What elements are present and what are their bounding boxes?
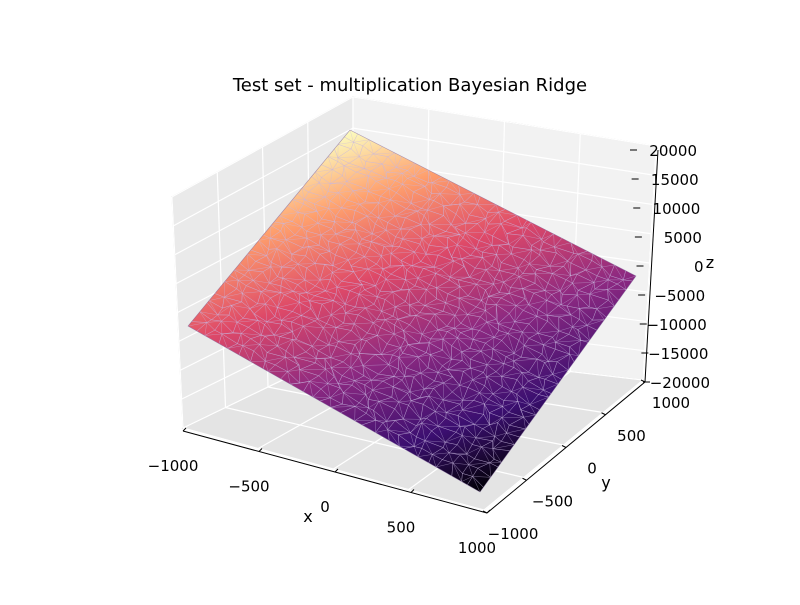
x-axis-label: x <box>303 507 312 526</box>
z-tick-label: 20000 <box>649 142 697 160</box>
y-tick <box>561 445 567 448</box>
y-tick <box>522 477 527 481</box>
z-tick-label: 15000 <box>651 171 699 189</box>
z-tick-label: −15000 <box>648 345 708 363</box>
left-pane-grid-line <box>173 127 354 227</box>
z-axis-label: z <box>706 253 714 272</box>
x-tick-label: 1000 <box>458 539 496 557</box>
z-axis-line <box>644 149 659 383</box>
z-tick-label: 0 <box>694 258 704 276</box>
y-tick-label: 500 <box>617 427 646 445</box>
y-tick <box>601 412 606 416</box>
z-tick-label: −10000 <box>646 316 706 334</box>
y-tick-label: 1000 <box>652 394 690 412</box>
surface-mesh <box>188 130 636 492</box>
tick-marks <box>182 149 650 514</box>
mesh-lines <box>188 130 636 492</box>
y-tick-label: 0 <box>587 460 597 478</box>
y-tick-label: −1000 <box>488 525 539 543</box>
x-tick <box>182 427 187 432</box>
x-tick <box>334 468 339 473</box>
z-tick-label: −5000 <box>654 287 705 305</box>
y-tick-label: −500 <box>532 492 573 510</box>
surface <box>187 129 637 493</box>
floor-grid-line <box>483 379 644 511</box>
x-tick <box>410 489 415 493</box>
right-pane-grid-line <box>352 127 655 176</box>
surface-edge <box>187 129 637 493</box>
x-tick-label: −500 <box>228 478 269 496</box>
tick-labels: −1000−50005001000−1000−50005001000−20000… <box>148 142 710 557</box>
x-tick <box>486 509 491 514</box>
y-axis-label: y <box>601 473 610 492</box>
chart-title: Test set - multiplication Bayesian Ridge <box>232 75 587 96</box>
z-tick-label: 10000 <box>653 200 701 218</box>
left-pane-grid-line <box>171 96 354 198</box>
y-tick <box>482 510 488 514</box>
x-tick-label: 500 <box>387 519 416 537</box>
x-tick <box>258 448 263 452</box>
x-tick-label: −1000 <box>148 457 199 475</box>
z-tick-label: −20000 <box>650 374 710 392</box>
x-tick-label: 0 <box>320 498 330 516</box>
z-tick-label: 5000 <box>664 229 702 247</box>
right-pane-grid-line <box>352 96 657 147</box>
